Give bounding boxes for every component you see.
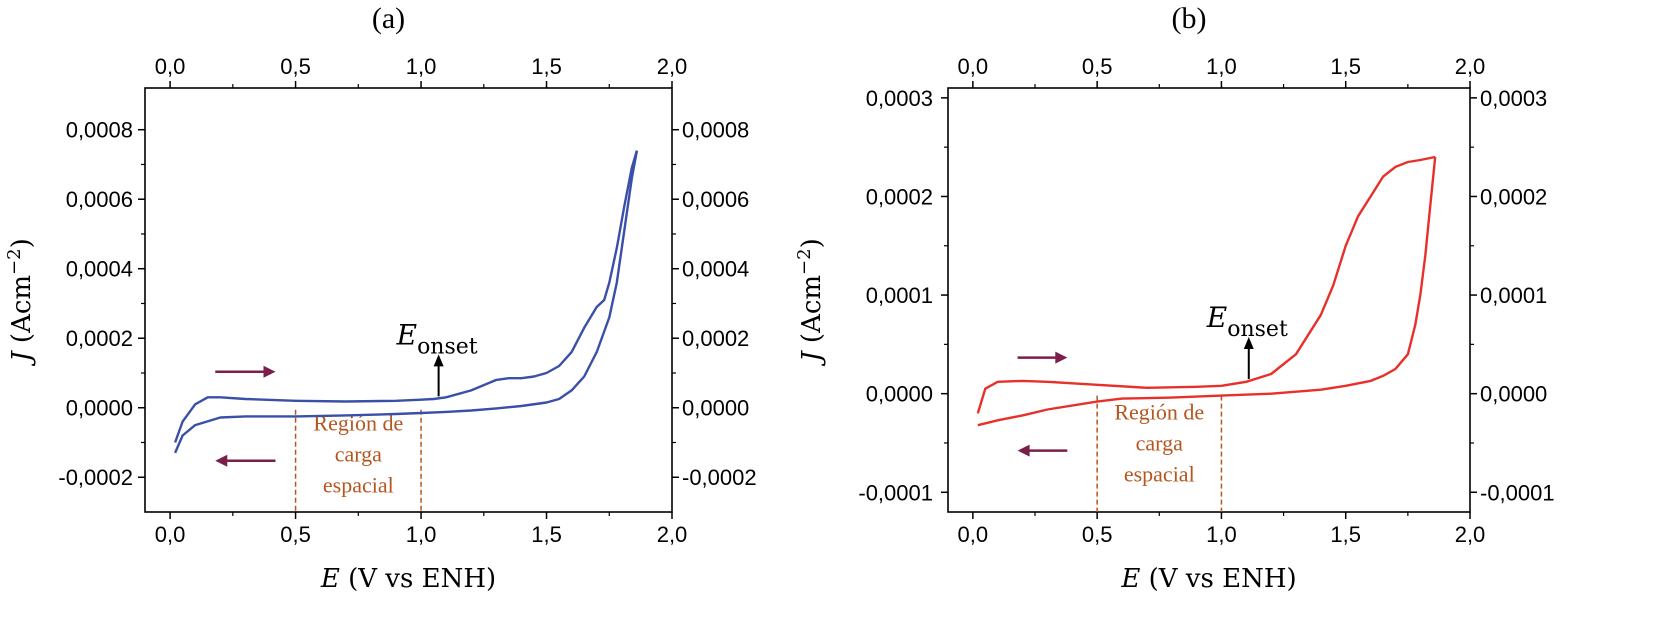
y-tick-label-right: 0,0000 [1480, 382, 1547, 407]
y-tick-label-left: 0,0006 [66, 187, 133, 212]
data-series-forward [173, 150, 639, 443]
y-tick-label-right: -0,0001 [1480, 480, 1555, 505]
x-tick-label-bottom: 0,0 [958, 522, 989, 547]
y-tick-label-left: -0,0001 [858, 480, 933, 505]
x-tick-label-top: 0,5 [1082, 54, 1113, 79]
panel-label: (a) [372, 2, 405, 35]
y-tick-label-right: 0,0002 [1480, 184, 1547, 209]
y-tick-label-left: 0,0002 [866, 184, 933, 209]
x-tick-label-bottom: 1,0 [1206, 522, 1237, 547]
onset-arrow-head [433, 354, 444, 367]
y-tick-label-right: 0,0003 [1480, 86, 1547, 111]
y-tick-label-right: 0,0008 [682, 118, 749, 143]
x-tick-label-top: 2,0 [1455, 54, 1486, 79]
x-tick-label-top: 0,5 [280, 54, 311, 79]
onset-label: Eonset [396, 318, 478, 359]
region-label-line: espacial [323, 473, 394, 498]
x-tick-label-bottom: 1,5 [531, 522, 562, 547]
region-label-line: Región de [1114, 400, 1204, 425]
region-label-line: carga [1136, 431, 1183, 456]
y-tick-label-right: 0,0006 [682, 187, 749, 212]
panel-label: (b) [1172, 2, 1207, 35]
region-label-line: espacial [1124, 462, 1195, 487]
x-axis-label: E (V vs ENH) [320, 564, 496, 594]
x-tick-label-bottom: 2,0 [1455, 522, 1486, 547]
x-tick-label-bottom: 1,0 [406, 522, 437, 547]
x-tick-label-top: 0,0 [155, 54, 186, 79]
y-axis-label: J (Acm−2) [4, 238, 37, 367]
y-tick-label-left: 0,0001 [866, 283, 933, 308]
y-tick-label-left: 0,0002 [66, 326, 133, 351]
x-axis-label: E (V vs ENH) [1120, 564, 1296, 594]
y-tick-label-left: 0,0004 [66, 257, 133, 282]
y-tick-label-right: 0,0000 [682, 396, 749, 421]
onset-arrow-head [1243, 337, 1254, 350]
sweep-forward-arrowhead [1055, 351, 1068, 364]
data-series-reverse [977, 156, 1437, 427]
plot-frame [947, 87, 1471, 513]
y-tick-label-left: 0,0003 [866, 86, 933, 111]
y-tick-label-right: 0,0004 [682, 257, 749, 282]
sweep-reverse-arrowhead [1017, 444, 1030, 457]
chart-panel-b: 0,0 0,0 0,5 0,5 1,0 1,0 1,5 1,5 2,0 2,0 -0,0001 -0,… [794, 2, 1555, 594]
y-tick-label-left: 0,0000 [866, 382, 933, 407]
x-tick-label-bottom: 0,5 [1082, 522, 1113, 547]
sweep-reverse-arrowhead [215, 454, 228, 467]
data-series-forward [976, 155, 1436, 414]
x-tick-label-top: 2,0 [657, 54, 688, 79]
x-tick-label-top: 1,5 [531, 54, 562, 79]
y-tick-label-left: -0,0002 [58, 465, 133, 490]
x-tick-label-bottom: 2,0 [657, 522, 688, 547]
chart-panel-a: 0,0 0,0 0,5 0,5 1,0 1,0 1,5 1,5 2,0 2,0 -0,0002 -0,… [4, 2, 757, 594]
x-tick-label-top: 1,0 [1206, 54, 1237, 79]
y-tick-label-right: -0,0002 [682, 465, 757, 490]
y-axis-label: J (Acm−2) [794, 238, 827, 367]
x-tick-label-top: 1,0 [406, 54, 437, 79]
sweep-forward-arrowhead [263, 365, 276, 378]
y-tick-label-right: 0,0002 [682, 326, 749, 351]
y-tick-label-left: 0,0000 [66, 396, 133, 421]
region-label-line: carga [335, 442, 382, 467]
plot-frame [144, 87, 673, 513]
x-tick-label-top: 1,5 [1330, 54, 1361, 79]
onset-label: Eonset [1206, 301, 1288, 342]
x-tick-label-top: 0,0 [958, 54, 989, 79]
y-tick-label-left: 0,0008 [66, 118, 133, 143]
x-tick-label-bottom: 1,5 [1330, 522, 1361, 547]
x-tick-label-bottom: 0,5 [280, 522, 311, 547]
y-tick-label-right: 0,0001 [1480, 283, 1547, 308]
x-tick-label-bottom: 0,0 [155, 522, 186, 547]
data-series-reverse [173, 150, 639, 454]
